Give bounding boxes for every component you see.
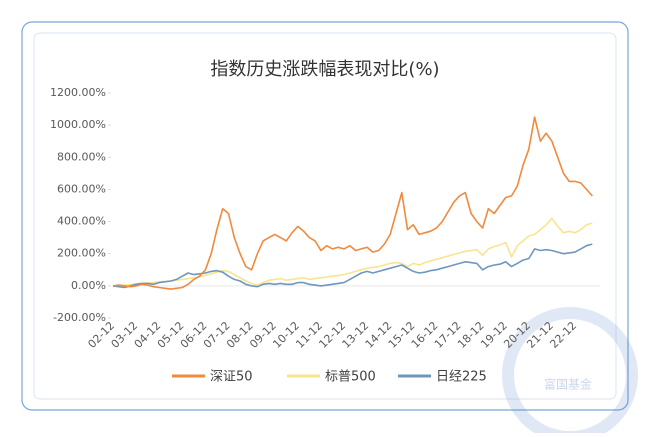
- watermark: 富国基金: [544, 377, 592, 392]
- y-tick-label: 600.00%: [57, 182, 106, 195]
- inner-frame: [33, 32, 617, 400]
- y-tick-label: 400.00%: [57, 215, 106, 228]
- legend-label: 标普500: [325, 370, 376, 385]
- y-tick-label: 1000.00%: [50, 118, 106, 131]
- y-tick-label: 200.00%: [57, 247, 106, 260]
- chart-title: 指数历史涨跌幅表现对比(%): [210, 59, 439, 80]
- series-line: [112, 243, 593, 289]
- series-line: [112, 116, 593, 290]
- y-tick-label: 1200.00%: [50, 86, 106, 99]
- legend-label: 日经225: [436, 370, 487, 385]
- series-line: [112, 217, 593, 287]
- y-tick-label: 0.00%: [71, 279, 106, 292]
- y-tick-label: -200.00%: [53, 311, 106, 324]
- watermark-logo: [502, 307, 638, 437]
- outer-frame: [21, 21, 629, 411]
- y-tick-label: 800.00%: [57, 150, 106, 163]
- legend-label: 深证50: [210, 370, 253, 385]
